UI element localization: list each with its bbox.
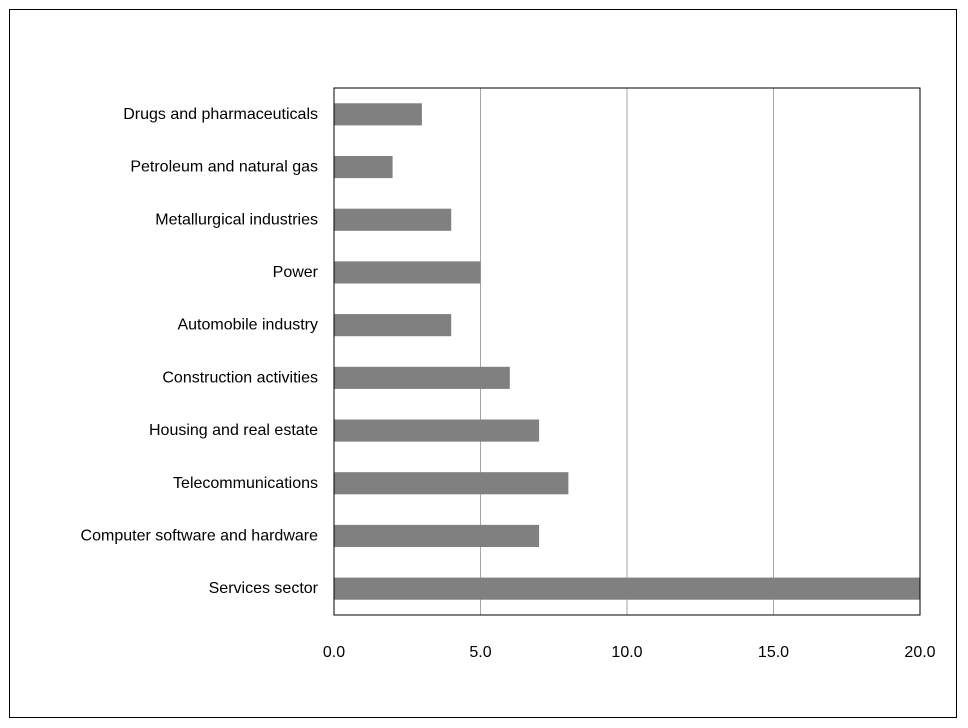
x-tick-label: 5.0 (469, 644, 491, 661)
category-label: Power (273, 264, 319, 281)
category-label: Telecommunications (173, 475, 318, 492)
bar (334, 208, 452, 231)
bar (334, 419, 540, 442)
category-label: Drugs and pharmaceuticals (123, 106, 318, 123)
x-tick-labels: 0.0 5.0 10.0 15.0 20.0 (323, 644, 936, 661)
x-tick-label: 10.0 (611, 644, 642, 661)
category-label: Housing and real estate (149, 422, 318, 439)
bar (334, 366, 510, 389)
category-label: Construction activities (162, 369, 318, 386)
x-tick-label: 20.0 (904, 644, 935, 661)
gridlines (480, 88, 921, 615)
category-label: Services sector (209, 580, 319, 597)
category-label: Metallurgical industries (155, 211, 318, 228)
x-tick-label: 0.0 (323, 644, 345, 661)
bars (334, 103, 920, 600)
bar (334, 155, 393, 179)
x-tick-label: 15.0 (758, 644, 789, 661)
plot-area-border (333, 87, 921, 616)
category-labels: Drugs and pharmaceuticals Petroleum and n… (81, 106, 319, 597)
bar (334, 314, 452, 337)
bar (334, 577, 920, 600)
bar (334, 103, 422, 126)
category-label: Computer software and hardware (81, 527, 319, 544)
category-label: Automobile industry (177, 317, 318, 334)
bar (334, 524, 540, 548)
category-label: Petroleum and natural gas (130, 159, 318, 176)
bar (334, 472, 569, 495)
chart-frame (9, 9, 957, 718)
bar (334, 261, 481, 284)
